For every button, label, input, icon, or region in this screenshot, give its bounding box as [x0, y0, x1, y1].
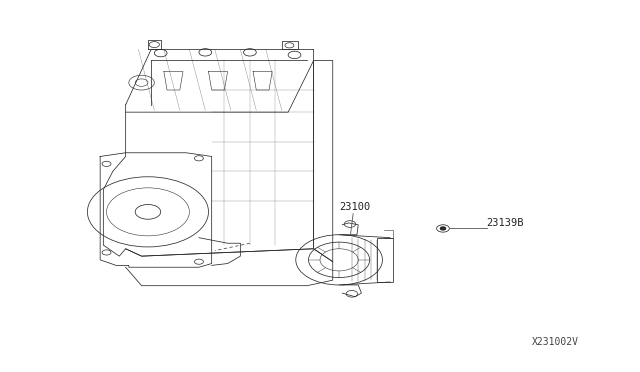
Circle shape: [440, 227, 445, 230]
Text: X231002V: X231002V: [532, 337, 579, 347]
Text: 23139B: 23139B: [486, 218, 524, 228]
Text: 23100: 23100: [339, 202, 371, 212]
